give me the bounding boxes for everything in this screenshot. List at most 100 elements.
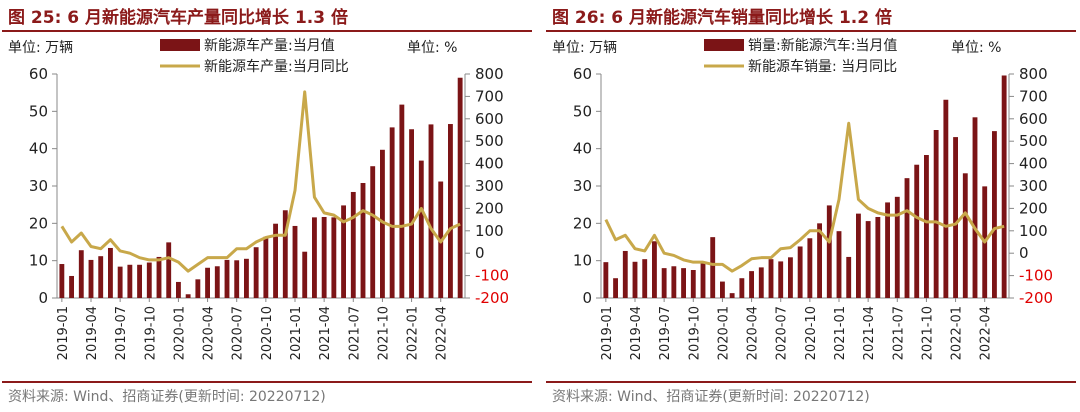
bar [972,117,978,298]
bar [350,191,356,298]
legend-bar-swatch [160,39,200,51]
right-tick-label: 600 [475,110,504,128]
bar [418,160,424,298]
bar [166,242,172,298]
bar [146,262,152,298]
right-tick-label: 400 [475,155,504,173]
bar [768,259,774,298]
bar [632,261,638,298]
bar [953,137,958,298]
left-tick-label: 50 [29,102,48,120]
right-tick-label: 700 [1019,87,1048,105]
x-tick-label: 2020-04 [202,306,217,360]
bar [292,225,298,298]
left-tick-label: 60 [573,65,592,83]
bar [914,164,920,298]
bar [933,130,939,298]
bar [836,231,842,298]
x-tick-label: 2020-07 [231,306,246,360]
right-tick-label: 0 [1019,244,1029,262]
bar [807,238,813,298]
x-tick-label: 2020-10 [260,306,275,360]
bar [904,178,910,298]
bar [448,124,453,298]
bar [992,131,997,298]
bar [263,236,269,298]
bar [924,155,929,298]
x-tick-label: 2021-01 [289,306,304,360]
right-tick-label: 500 [1019,132,1048,150]
bar [885,202,890,298]
bar [253,247,259,298]
right-tick-label: 700 [475,87,504,105]
bar [380,149,385,298]
right-tick-label: 300 [1019,177,1048,195]
x-tick-label: 2020-04 [746,306,761,360]
source-rule [2,381,532,383]
right-tick-label: 0 [475,244,485,262]
bar [613,278,618,298]
bar [778,261,784,298]
right-tick-label: 200 [1019,199,1048,217]
right-tick-label: 800 [475,65,504,83]
bar [156,256,162,298]
x-tick-label: 2019-04 [629,306,644,360]
x-tick-label: 2019-01 [56,306,71,360]
right-tick-label: 500 [475,132,504,150]
bar [224,259,230,298]
bar [720,281,725,298]
right-unit-label: 单位: % [951,40,1001,56]
x-tick-label: 2020-01 [172,306,187,360]
bar [700,262,706,298]
bar [205,267,210,298]
bar [88,259,94,298]
chart-title: 图 26: 6 月新能源汽车销量同比增长 1.2 倍 [552,8,892,28]
bar [671,266,677,298]
bar [710,237,716,298]
source-rule [546,381,1076,383]
legend-bar-label: 新能源车产量:当月值 [204,37,335,54]
left-tick-label: 0 [582,289,592,307]
x-tick-label: 2019-04 [85,306,100,360]
chart-title: 图 25: 6 月新能源汽车产量同比增长 1.3 倍 [8,8,348,28]
source-note: 资料来源: Wind、招商证券(更新时间: 20220712) [552,389,870,405]
x-tick-label: 2021-04 [318,306,333,360]
left-tick-label: 30 [29,177,48,195]
right-tick-label: 300 [475,177,504,195]
left-tick-label: 30 [573,177,592,195]
right-tick-label: 800 [1019,65,1048,83]
bar [758,267,764,298]
bar [846,256,852,298]
x-tick-label: 2022-04 [435,306,450,360]
legend-line-label: 新能源车销量: 当月同比 [748,58,897,75]
bar [943,99,949,298]
legend-bar-label: 销量:新能源汽车:当月值 [748,37,897,54]
bar [98,256,104,298]
x-tick-label: 2021-07 [891,306,906,360]
bar [428,124,434,299]
bar [69,275,74,298]
right-tick-label: -200 [475,289,509,307]
bar [729,293,735,298]
bar [826,205,832,298]
bar [321,216,327,298]
bar [690,270,696,298]
bar [652,241,657,298]
bar [875,216,881,298]
x-tick-label: 2019-07 [658,306,673,360]
bar [856,213,861,298]
x-tick-label: 2020-07 [775,306,790,360]
yoy-line [60,90,461,273]
title-rule [2,30,532,32]
right-tick-label: -100 [1019,267,1053,285]
left-unit-label: 单位: 万辆 [8,40,73,56]
right-unit-label: 单位: % [407,40,457,56]
bar [78,250,84,298]
left-tick-label: 10 [29,252,48,270]
left-tick-label: 10 [573,252,592,270]
bar [312,217,317,298]
bar [865,221,871,298]
x-tick-label: 2019-10 [687,306,702,360]
bar [797,246,803,298]
